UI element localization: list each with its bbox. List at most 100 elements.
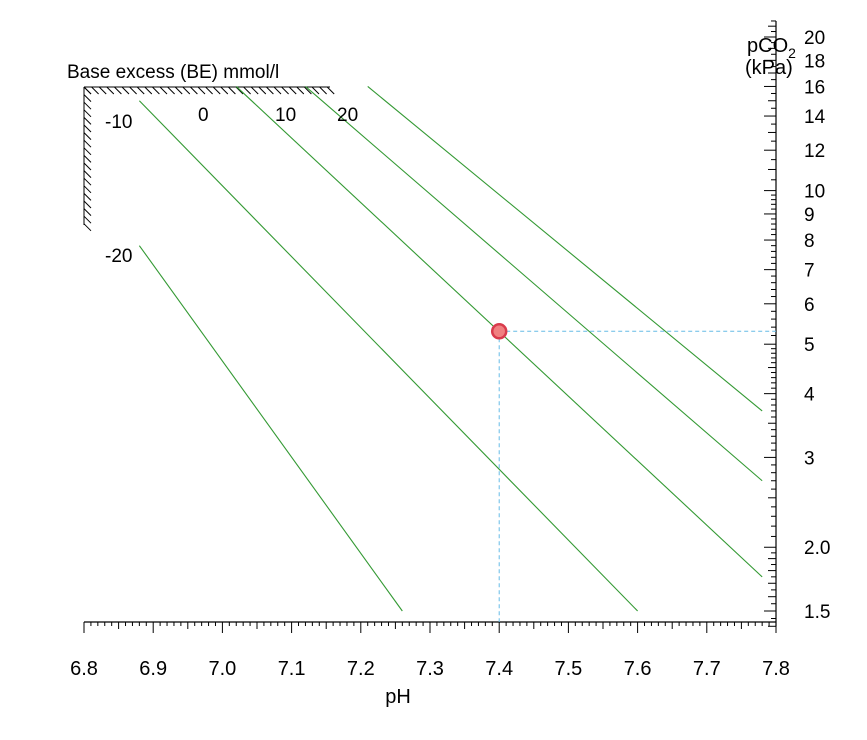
y-tick-label: 1.5 (804, 602, 830, 623)
y-tick-label: 3 (804, 448, 815, 469)
y-tick-label: 6 (804, 295, 815, 316)
marker-guides (498, 330, 776, 622)
x-tick-label: 7.5 (554, 658, 582, 680)
be-scale-tick (83, 109, 92, 118)
be-line-label: 10 (275, 105, 296, 126)
be-scale-tick (258, 86, 267, 95)
be-scale-tick (182, 86, 191, 95)
be-scale-tick (83, 101, 92, 110)
y-tick-label: 7 (804, 261, 815, 282)
be-scale-tick (83, 215, 92, 224)
x-tick-label: 6.9 (139, 658, 167, 680)
be-scale-tick (197, 86, 206, 95)
x-tick-label: 7.7 (693, 658, 721, 680)
be-scale-tick (281, 86, 289, 95)
y-axis-label: pCO2 (747, 35, 796, 61)
be-scale-tick (83, 132, 92, 140)
be-scale-tick (83, 170, 92, 178)
be-scale-tick (83, 185, 92, 194)
be-scale-tick (152, 86, 160, 95)
be-scale-tick (98, 86, 107, 95)
be-scale-tick (212, 86, 221, 95)
be-line-label: -10 (105, 112, 132, 133)
be-scale-tick (83, 139, 92, 148)
y-axis-label-subscript: 2 (788, 45, 796, 61)
be-scale-tick (83, 223, 92, 232)
y-tick-label: 16 (804, 77, 825, 98)
be-scale-tick (319, 86, 327, 95)
be-scale-tick (121, 86, 130, 95)
be-scale-tick (243, 86, 251, 95)
be-scale-tick (220, 86, 229, 95)
be-scale-tick (83, 193, 92, 201)
y-tick-label: 9 (804, 205, 815, 226)
be-scale-tick (106, 86, 115, 95)
be-scale-tick (83, 147, 92, 156)
be-line-20 (367, 86, 763, 412)
be-scale-tick (83, 177, 92, 186)
be-scale-tick (228, 86, 236, 95)
x-tick-label: 7.4 (485, 658, 513, 680)
be-line-label: 0 (198, 105, 209, 126)
be-scale-tick (174, 86, 183, 95)
x-tick-label: 7.1 (278, 658, 306, 680)
be-scale-tick (136, 86, 145, 95)
be-line-minus10 (138, 100, 638, 612)
be-scale-tick (91, 86, 99, 95)
be-scale-tick (190, 86, 198, 95)
y-tick-label: 10 (804, 182, 825, 203)
be-scale-tick (250, 86, 259, 95)
x-tick-label: 7.6 (624, 658, 652, 680)
y-tick-label: 4 (804, 385, 815, 406)
patient-marker[interactable] (490, 323, 508, 340)
be-scale-tick (311, 86, 320, 95)
y-tick-label: 8 (804, 231, 815, 252)
be-line-minus20 (138, 245, 403, 612)
be-scale-tick (83, 208, 92, 216)
y-axis-unit: (kPa) (745, 57, 793, 79)
be-scale-tick (288, 86, 297, 95)
be-scale-tick (83, 162, 92, 171)
be-line-10 (305, 86, 763, 482)
base-excess-label: Base excess (BE) mmol/l (67, 62, 279, 83)
be-lines (138, 86, 763, 612)
y-tick-label: 18 (804, 51, 825, 72)
be-scale-tick (296, 86, 305, 95)
be-scale-tick (304, 86, 312, 95)
be-scale-tick (83, 155, 92, 163)
x-tick-label: 7.2 (347, 658, 375, 680)
y-tick-label: 14 (804, 107, 826, 128)
be-scale-tick (114, 86, 122, 95)
be-line-label: -20 (105, 246, 132, 267)
be-scale-tick (235, 86, 244, 95)
be-scale-tick (83, 86, 92, 95)
x-axis: 6.8 6.9 7.0 7.1 7.2 7.3 7.4 7.5 7.6 7.7 7.8 (70, 621, 790, 680)
y-tick-label: 20 (804, 28, 825, 49)
x-tick-label: 6.8 (70, 658, 98, 680)
base-excess-scale (83, 86, 335, 232)
be-scale-tick (83, 124, 92, 133)
x-axis-label: pH (385, 686, 411, 708)
y-tick-label: 5 (804, 335, 815, 356)
be-scale-tick (129, 86, 137, 95)
be-scale-tick (144, 86, 153, 95)
x-tick-label: 7.8 (762, 658, 790, 680)
be-scale-tick (266, 86, 274, 95)
be-scale-tick (273, 86, 282, 95)
be-scale-tick (159, 86, 168, 95)
x-tick-label: 7.3 (416, 658, 444, 680)
y-tick-label: 2.0 (804, 538, 830, 559)
be-scale-tick (83, 200, 92, 209)
be-line-label: 20 (337, 105, 358, 126)
patient-point-marker[interactable] (490, 323, 508, 340)
x-tick-label: 7.0 (208, 658, 236, 680)
be-scale-tick (83, 117, 92, 125)
be-scale-tick (326, 86, 335, 95)
y-tick-label: 12 (804, 141, 825, 162)
be-line-labels: -20 -10 0 10 20 (105, 105, 358, 267)
be-scale-tick (83, 94, 92, 102)
be-scale-tick (167, 86, 175, 95)
